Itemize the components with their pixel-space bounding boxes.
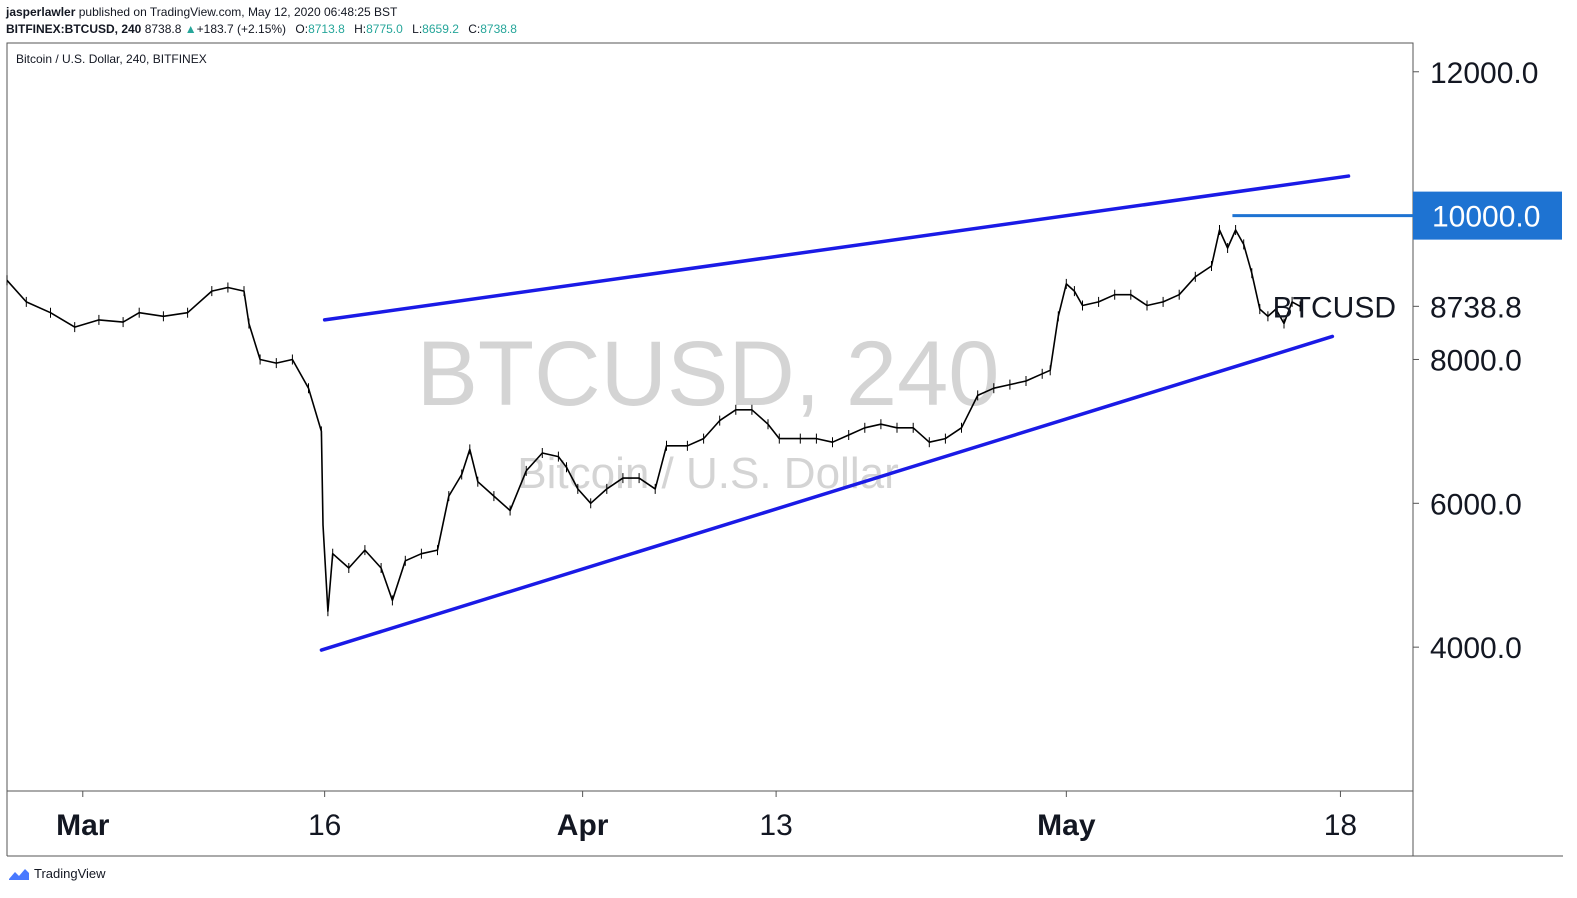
level-price-tag[interactable]: [1413, 191, 1562, 240]
x-tick-label: 16: [308, 809, 341, 842]
high-value: 8775.0: [366, 22, 403, 36]
low-label: L:: [412, 22, 423, 36]
x-tick-label: May: [1037, 809, 1096, 842]
channel-upper-line[interactable]: [322, 174, 1351, 322]
tradingview-logo-icon: [9, 868, 29, 880]
close-value: 8738.8: [480, 22, 517, 36]
x-tick-label: 13: [759, 809, 792, 842]
published-text: published on TradingView.com, May 12, 20…: [78, 5, 398, 19]
symbol-price-label: BTCUSD: [1273, 291, 1396, 324]
watermark-description: Bitcoin / U.S. Dollar: [517, 449, 898, 498]
last-price-label: 8738.8: [1430, 291, 1522, 324]
change-arrow-icon: ▲: [184, 22, 197, 36]
level-price-tag-label: 10000.0: [1432, 201, 1540, 234]
open-label: O:: [295, 22, 309, 36]
change-value: +183.7 (+2.15%): [196, 22, 287, 36]
price-axis[interactable]: 12000.0 8000.0 6000.0 4000.0: [1413, 57, 1538, 665]
low-value: 8659.2: [422, 22, 459, 36]
x-tick-label: 18: [1324, 809, 1357, 842]
y-tick-label: 4000.0: [1430, 632, 1522, 665]
time-axis[interactable]: Mar 16 Apr 13 May 18: [56, 791, 1357, 842]
price-series-line: [6, 229, 1301, 613]
symbol-label[interactable]: BITFINEX:BTCUSD, 240: [6, 22, 142, 36]
y-tick-label: 12000.0: [1430, 57, 1538, 90]
x-tick-label: Mar: [56, 809, 110, 842]
last-price: 8738.8: [144, 22, 182, 36]
author-name[interactable]: jasperlawler: [6, 5, 76, 19]
close-label: C:: [468, 22, 481, 36]
annotation-layer: 10000.0 BTCUSD 8738.8: [1273, 191, 1562, 324]
publish-info: jasperlawler published on TradingView.co…: [6, 5, 397, 19]
open-value: 8713.8: [308, 22, 345, 36]
footer-brand-label: TradingView: [34, 866, 106, 881]
chart-title: Bitcoin / U.S. Dollar, 240, BITFINEX: [16, 52, 207, 66]
watermark-symbol: BTCUSD, 240: [417, 323, 1000, 425]
channel-lower-line[interactable]: [319, 334, 1335, 652]
ohlc-legend: BITFINEX:BTCUSD, 240 8738.8 ▲+183.7 (+2.…: [6, 22, 517, 36]
footer-brand[interactable]: TradingView: [8, 866, 106, 881]
channel-layer: [319, 174, 1351, 652]
high-label: H:: [354, 22, 367, 36]
y-tick-label: 6000.0: [1430, 488, 1522, 521]
price-series-layer: [6, 225, 1301, 617]
y-tick-label: 8000.0: [1430, 344, 1522, 377]
x-tick-label: Apr: [557, 809, 609, 842]
